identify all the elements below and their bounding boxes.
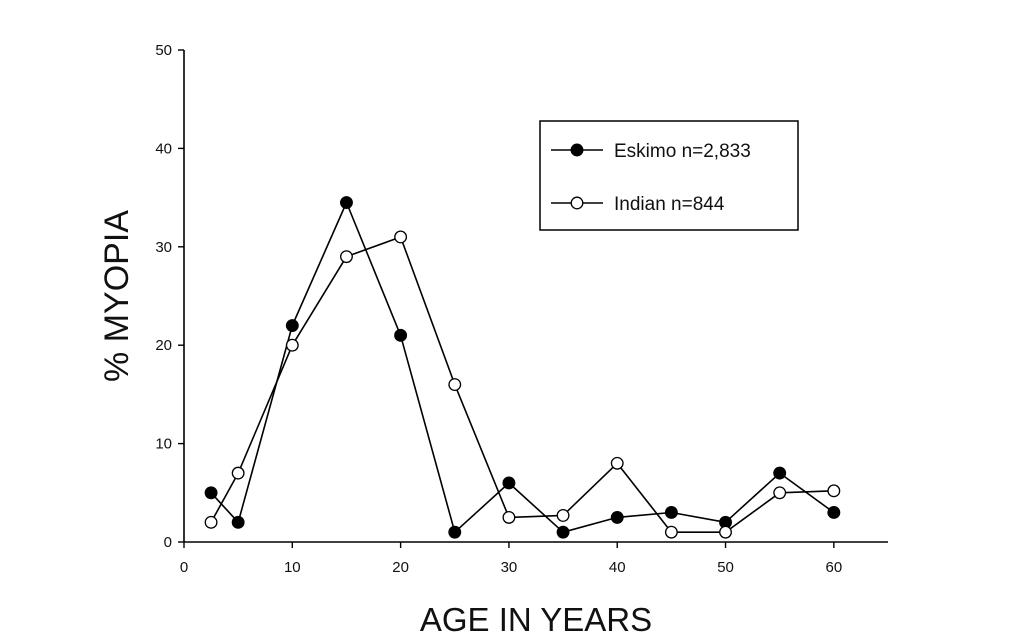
data-point: [773, 466, 787, 480]
legend-label-indian: Indian n=844: [614, 194, 725, 215]
y-axis-ticks: 0 10 20 30 40 50: [155, 42, 184, 551]
data-point: [664, 506, 678, 519]
x-tick-label: 50: [717, 559, 734, 576]
series-1: [204, 230, 841, 539]
data-point: [719, 525, 732, 539]
y-tick-label: 20: [155, 337, 172, 354]
series-line: [210, 201, 835, 534]
legend: Eskimo n=2,833 Indian n=844: [539, 120, 799, 231]
y-tick-label: 0: [164, 534, 172, 551]
x-tick-label: 30: [501, 559, 518, 576]
data-point: [285, 319, 299, 332]
legend-marker-eskimo: [570, 143, 584, 157]
x-axis-ticks: 0 10 20 30 40 50 60: [180, 542, 842, 576]
y-tick-label: 10: [155, 436, 172, 453]
data-point: [231, 515, 245, 529]
data-point: [556, 508, 570, 522]
legend-box: [539, 120, 799, 231]
axes: [183, 50, 888, 543]
series-layer: [204, 196, 841, 539]
data-point: [502, 476, 516, 490]
data-point: [773, 486, 787, 500]
x-tick-label: 10: [284, 559, 301, 576]
x-tick-label: 20: [392, 559, 409, 576]
y-tick-label: 40: [155, 140, 172, 157]
data-point: [394, 328, 408, 342]
y-axis-title: % MYOPIA: [98, 210, 136, 382]
data-point: [340, 196, 353, 209]
data-point: [448, 378, 462, 392]
data-point: [827, 506, 841, 519]
data-point: [610, 456, 624, 470]
data-point: [394, 230, 408, 244]
series-0: [204, 196, 841, 539]
data-point: [664, 525, 678, 539]
data-point: [204, 486, 218, 500]
y-tick-label: 30: [155, 239, 172, 256]
data-point: [827, 484, 841, 498]
data-point: [340, 250, 353, 264]
legend-marker-indian: [570, 196, 584, 210]
x-tick-label: 0: [180, 559, 188, 576]
x-tick-label: 60: [826, 559, 843, 576]
data-point: [502, 510, 516, 524]
data-point: [285, 338, 299, 352]
x-axis-title: AGE IN YEARS: [420, 601, 652, 638]
data-point: [556, 525, 570, 539]
x-tick-label: 40: [609, 559, 626, 576]
legend-label-eskimo: Eskimo n=2,833: [614, 141, 751, 162]
data-point: [204, 515, 218, 529]
data-point: [610, 510, 624, 524]
data-point: [231, 466, 245, 480]
data-point: [448, 525, 462, 539]
y-tick-label: 50: [155, 42, 172, 59]
series-line: [210, 236, 834, 534]
